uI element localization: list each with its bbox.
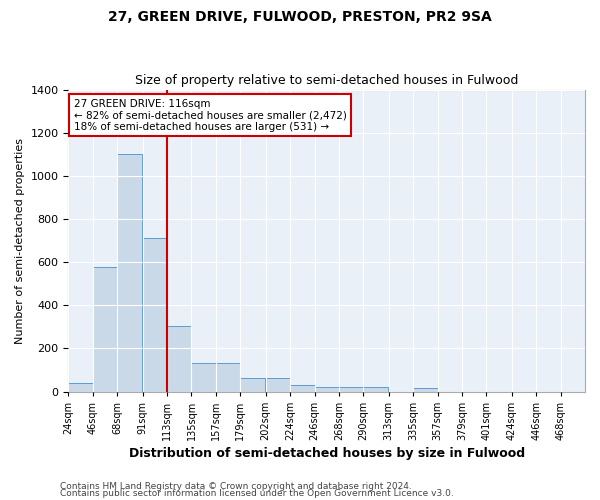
Bar — [143, 238, 167, 392]
X-axis label: Distribution of semi-detached houses by size in Fulwood: Distribution of semi-detached houses by … — [128, 447, 525, 460]
Text: 27, GREEN DRIVE, FULWOOD, PRESTON, PR2 9SA: 27, GREEN DRIVE, FULWOOD, PRESTON, PR2 9… — [108, 10, 492, 24]
Bar — [93, 267, 117, 392]
Bar — [413, 388, 437, 392]
Y-axis label: Number of semi-detached properties: Number of semi-detached properties — [15, 138, 25, 344]
Bar — [266, 378, 290, 392]
Text: Contains public sector information licensed under the Open Government Licence v3: Contains public sector information licen… — [60, 490, 454, 498]
Bar — [290, 385, 314, 392]
Title: Size of property relative to semi-detached houses in Fulwood: Size of property relative to semi-detach… — [135, 74, 518, 87]
Bar — [216, 362, 240, 392]
Bar — [314, 388, 339, 392]
Text: Contains HM Land Registry data © Crown copyright and database right 2024.: Contains HM Land Registry data © Crown c… — [60, 482, 412, 491]
Text: 27 GREEN DRIVE: 116sqm
← 82% of semi-detached houses are smaller (2,472)
18% of : 27 GREEN DRIVE: 116sqm ← 82% of semi-det… — [74, 98, 346, 132]
Bar — [240, 378, 265, 392]
Bar — [363, 388, 388, 392]
Bar — [117, 154, 142, 392]
Bar — [191, 362, 216, 392]
Bar — [167, 326, 191, 392]
Bar — [68, 383, 93, 392]
Bar — [339, 388, 363, 392]
